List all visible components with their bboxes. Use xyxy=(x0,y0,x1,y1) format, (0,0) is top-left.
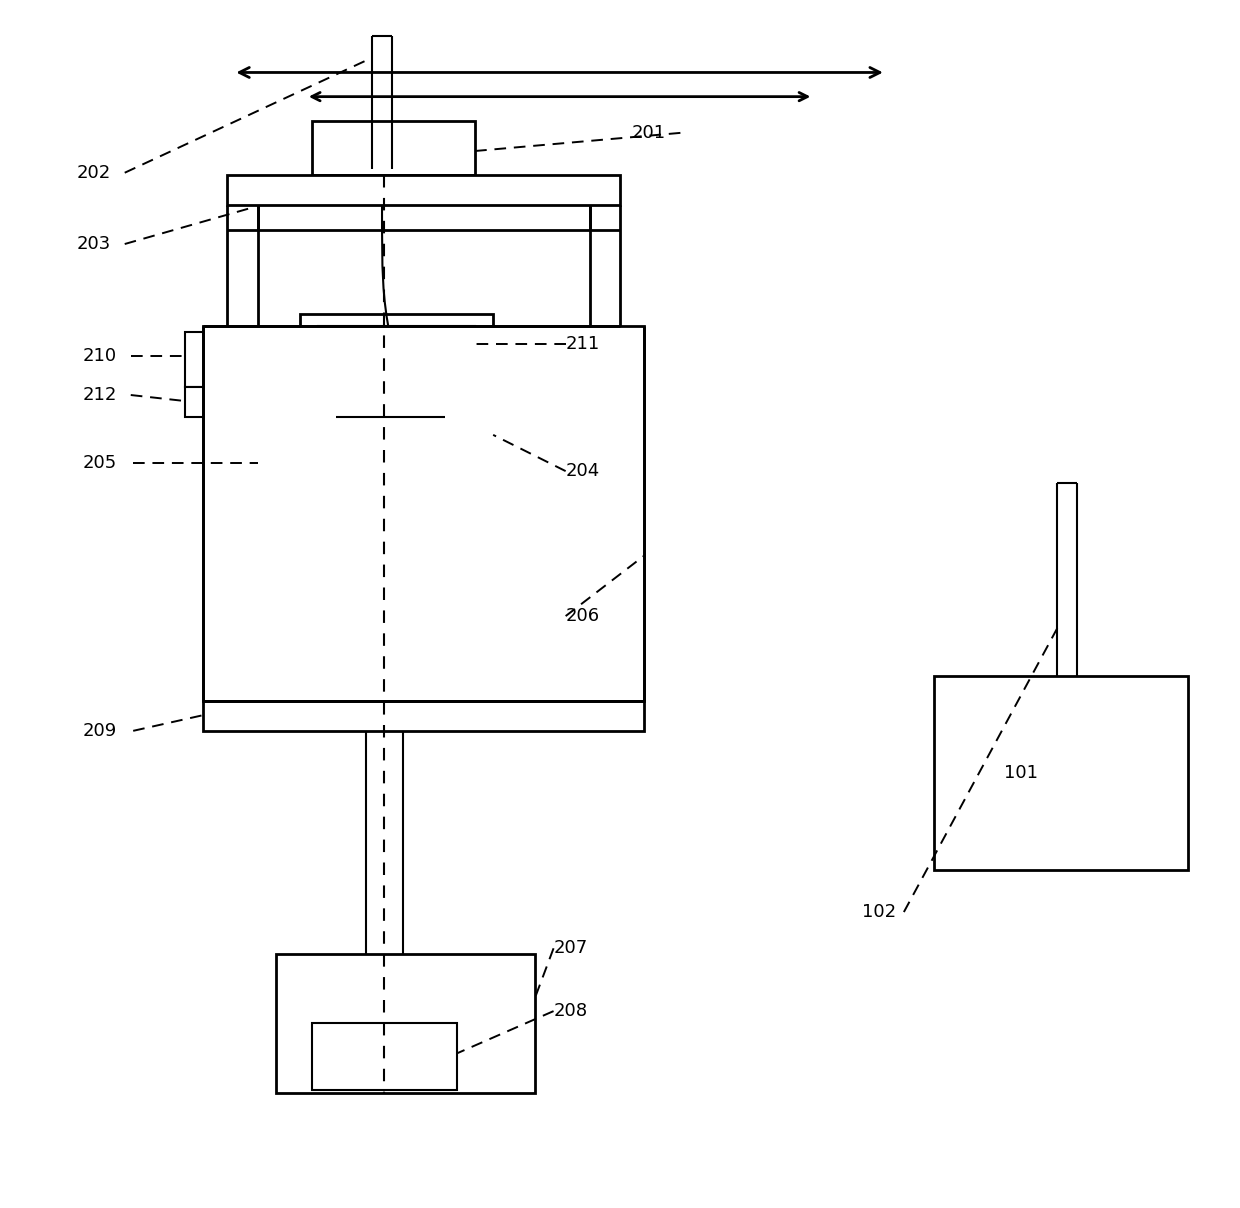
Text: 203: 203 xyxy=(77,236,110,252)
Text: 208: 208 xyxy=(553,1003,588,1020)
Text: 101: 101 xyxy=(1004,765,1038,782)
FancyBboxPatch shape xyxy=(336,393,445,441)
Text: 209: 209 xyxy=(82,722,117,739)
FancyBboxPatch shape xyxy=(185,387,222,417)
FancyBboxPatch shape xyxy=(227,175,620,205)
FancyBboxPatch shape xyxy=(312,1023,456,1090)
Text: 201: 201 xyxy=(632,124,666,141)
Text: 206: 206 xyxy=(565,608,600,625)
FancyBboxPatch shape xyxy=(300,314,494,495)
Text: 102: 102 xyxy=(862,904,895,920)
FancyBboxPatch shape xyxy=(203,326,644,701)
Text: 207: 207 xyxy=(553,940,588,957)
Text: 210: 210 xyxy=(82,348,117,365)
Text: 211: 211 xyxy=(565,336,600,353)
FancyBboxPatch shape xyxy=(317,326,475,471)
Text: 202: 202 xyxy=(77,164,110,181)
FancyBboxPatch shape xyxy=(934,676,1188,870)
FancyBboxPatch shape xyxy=(185,332,222,387)
FancyBboxPatch shape xyxy=(312,121,475,175)
Text: 205: 205 xyxy=(82,454,117,471)
Text: 204: 204 xyxy=(565,463,600,480)
FancyBboxPatch shape xyxy=(275,954,536,1093)
FancyBboxPatch shape xyxy=(203,701,644,731)
Text: 212: 212 xyxy=(82,387,117,403)
